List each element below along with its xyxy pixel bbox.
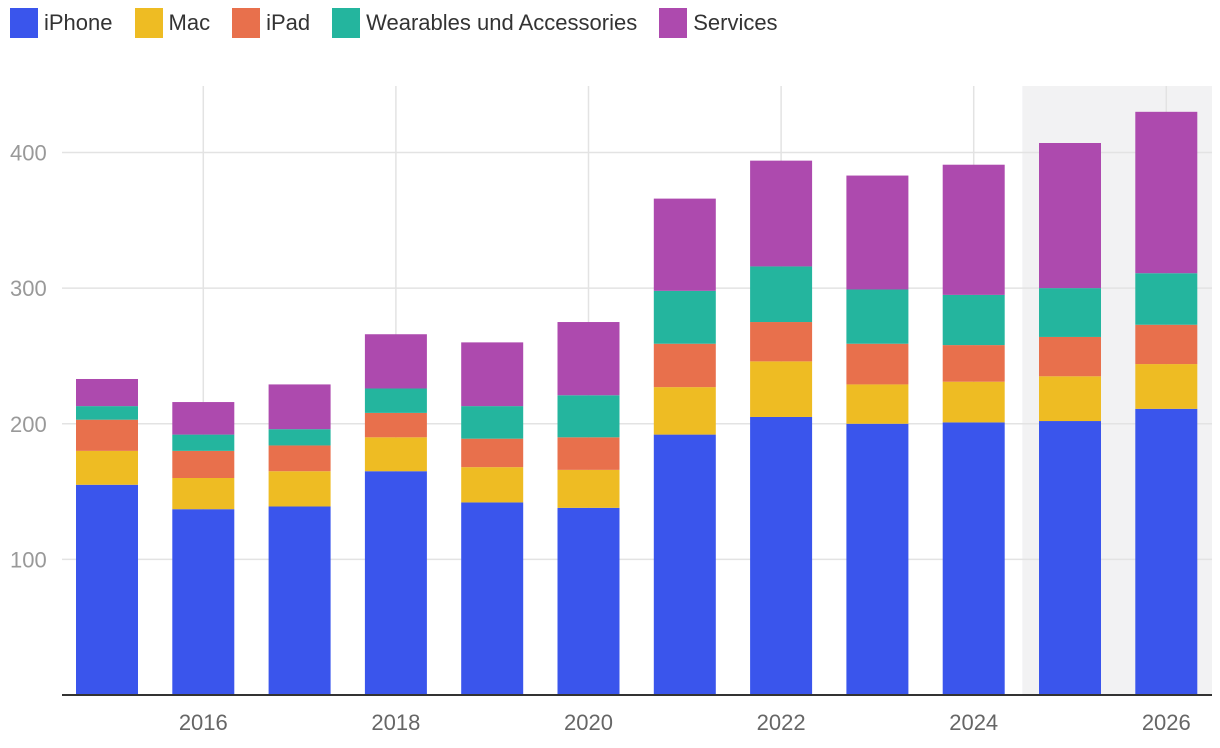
bar-segment-ipad-2025: [1039, 336, 1101, 377]
bar-segment-ipad-2021: [653, 343, 716, 388]
bar-segment-mac-2021: [653, 387, 716, 435]
bar-segment-mac-2023: [846, 384, 909, 424]
x-tick-label-2016: 2016: [179, 710, 228, 735]
legend-swatch-ipad: [232, 8, 261, 38]
legend-label-mac: Mac: [168, 10, 211, 35]
bar-segment-wearables-und-accessories-2019: [461, 406, 524, 439]
bar-segment-ipad-2023: [846, 343, 909, 385]
bar-segment-mac-2015: [76, 450, 138, 485]
bar-segment-mac-2019: [461, 467, 524, 503]
bar-segment-wearables-und-accessories-2020: [557, 395, 620, 438]
legend-item-ipad[interactable]: iPad: [232, 8, 310, 38]
bar-segment-iphone-2022: [750, 416, 813, 695]
bar-segment-ipad-2016: [172, 450, 235, 478]
bar-segment-wearables-und-accessories-2017: [268, 429, 331, 446]
bar-segment-wearables-und-accessories-2025: [1039, 288, 1101, 337]
bar-segment-services-2019: [461, 342, 524, 407]
legend-item-iphone[interactable]: iPhone: [10, 8, 113, 38]
legend-swatch-mac: [134, 8, 163, 38]
bar-segment-wearables-und-accessories-2022: [750, 266, 813, 323]
bar-segment-iphone-2015: [76, 484, 138, 695]
bar-segment-mac-2026: [1135, 364, 1198, 409]
bar-segment-wearables-und-accessories-2024: [942, 294, 1005, 346]
legend-label-ipad: iPad: [266, 10, 311, 35]
bar-segment-wearables-und-accessories-2023: [846, 289, 909, 344]
bar-segment-ipad-2018: [364, 412, 427, 438]
bar-segment-services-2025: [1039, 143, 1101, 289]
bar-segment-services-2018: [364, 334, 427, 389]
bar-segment-wearables-und-accessories-2026: [1135, 273, 1198, 325]
bar-segment-ipad-2017: [268, 445, 331, 472]
legend-swatch-wearables: [332, 8, 361, 38]
bar-segment-ipad-2020: [557, 437, 620, 470]
bar-segment-ipad-2024: [942, 345, 1005, 382]
bar-segment-services-2020: [557, 322, 620, 396]
bar-segment-iphone-2020: [557, 507, 620, 695]
bar-segment-services-2017: [268, 384, 331, 430]
legend-item-services[interactable]: Services: [659, 8, 778, 38]
bar-segment-services-2015: [76, 378, 138, 407]
legend-label-iphone: iPhone: [44, 10, 113, 35]
y-tick-label-200: 200: [10, 412, 47, 437]
y-tick-label-300: 300: [10, 276, 47, 301]
x-tick-label-2026: 2026: [1142, 710, 1191, 735]
legend-label-services: Services: [693, 10, 778, 35]
bar-segment-services-2024: [942, 164, 1005, 295]
bar-segment-mac-2020: [557, 469, 620, 508]
bar-segment-ipad-2026: [1135, 324, 1198, 365]
bar-segment-iphone-2018: [364, 471, 427, 695]
bar-segment-iphone-2019: [461, 502, 524, 695]
bar-segment-ipad-2019: [461, 438, 524, 468]
bar-segment-iphone-2026: [1135, 408, 1198, 695]
bar-segment-services-2026: [1135, 111, 1198, 274]
bar-segment-iphone-2017: [268, 506, 331, 695]
x-tick-label-2020: 2020: [564, 710, 613, 735]
bar-segment-services-2023: [846, 175, 909, 290]
bar-segment-mac-2016: [172, 478, 235, 510]
y-tick-label-400: 400: [10, 141, 47, 166]
bar-segment-wearables-und-accessories-2018: [364, 388, 427, 413]
legend-label-wearables: Wearables und Accessories: [366, 10, 638, 35]
bar-segment-mac-2017: [268, 471, 331, 507]
x-tick-label-2022: 2022: [757, 710, 806, 735]
bar-segment-iphone-2023: [846, 423, 909, 695]
legend-item-mac[interactable]: Mac: [134, 8, 211, 38]
bar-segment-services-2016: [172, 402, 235, 435]
bar-segment-iphone-2021: [653, 434, 716, 695]
bar-segment-iphone-2016: [172, 509, 235, 695]
bar-segment-mac-2025: [1039, 376, 1101, 422]
bar-segment-services-2021: [653, 198, 716, 291]
legend-item-wearables[interactable]: Wearables und Accessories: [332, 8, 637, 38]
bar-segment-services-2022: [750, 160, 813, 267]
x-tick-label-2024: 2024: [949, 710, 998, 735]
bar-segment-mac-2018: [364, 437, 427, 472]
bar-segment-ipad-2022: [750, 322, 813, 362]
bar-segment-mac-2022: [750, 361, 813, 417]
bar-segment-wearables-und-accessories-2015: [76, 406, 138, 420]
y-tick-label-100: 100: [10, 547, 47, 572]
legend-swatch-services: [659, 8, 688, 38]
bar-segment-iphone-2024: [942, 422, 1005, 695]
bar-segment-wearables-und-accessories-2021: [653, 290, 716, 344]
x-tick-label-2018: 2018: [371, 710, 420, 735]
legend-swatch-iphone: [10, 8, 38, 38]
legend: iPhone Mac iPad Wearables und Accessorie…: [10, 8, 800, 38]
bar-segment-mac-2024: [942, 381, 1005, 423]
bar-segment-wearables-und-accessories-2016: [172, 434, 235, 451]
bar-segment-ipad-2015: [76, 419, 138, 451]
bar-segment-iphone-2025: [1039, 421, 1101, 695]
